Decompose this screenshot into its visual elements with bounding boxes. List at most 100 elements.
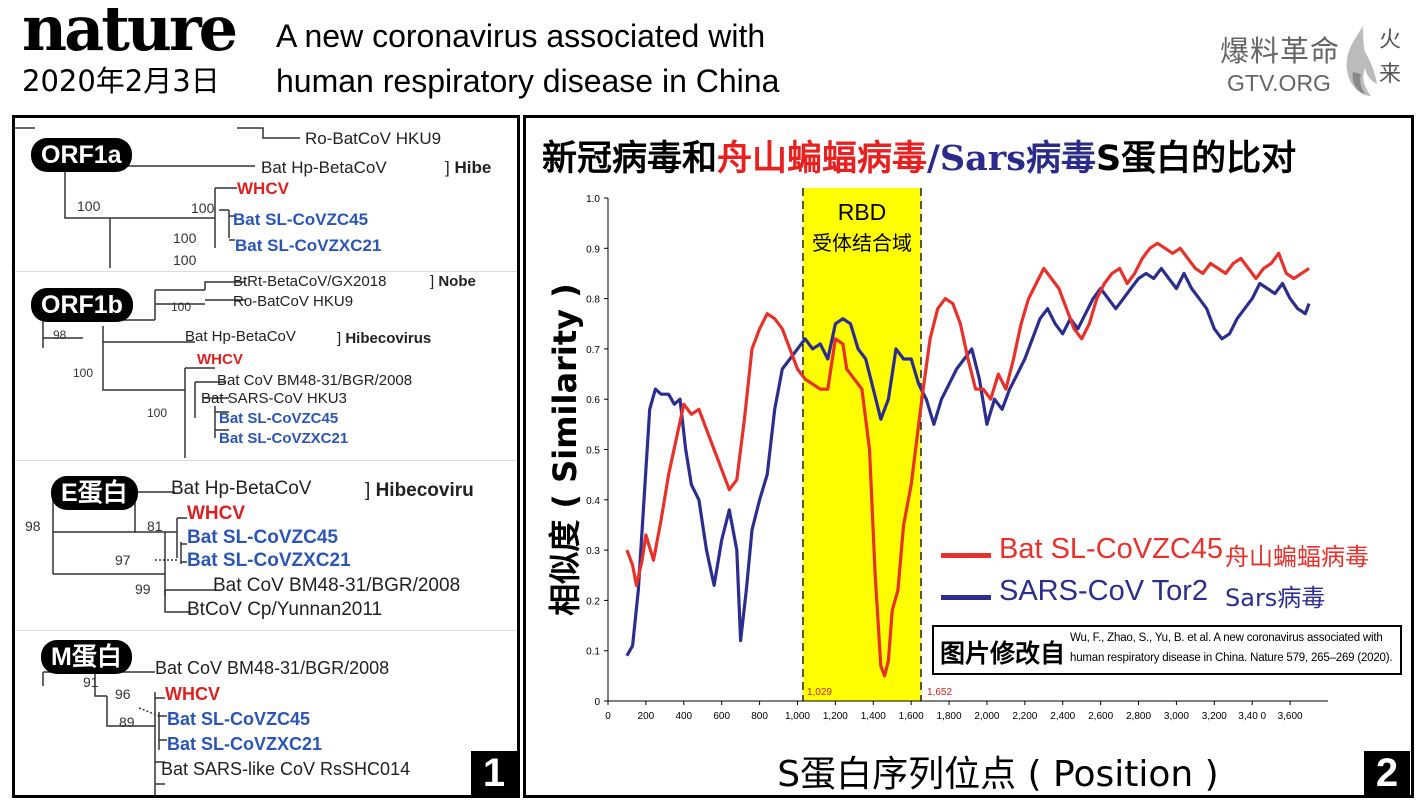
x-tick-label: 2,000 <box>974 711 999 722</box>
x-tick-label: 3,000 <box>1164 711 1189 722</box>
publication-date: 2020年2月3日 <box>22 64 220 98</box>
tree-leaf: Bat CoV BM48-31/BGR/2008 <box>213 575 461 596</box>
watermark-logo: 火来 <box>1335 22 1410 106</box>
tree-leaf-whcv: WHCV <box>165 684 220 704</box>
x-tick-label: 1,600 <box>899 711 924 722</box>
tree-leaf-zxc21: Bat SL-CoVZXC21 <box>219 430 349 447</box>
tree-leaf: Bat Hp-BetaCoV <box>171 478 312 499</box>
tree-leaf: Ro-BatCoV HKU9 <box>305 129 442 148</box>
legend-swatch <box>941 553 991 558</box>
tree-leaf: Bat Hp-BetaCoV <box>261 158 387 177</box>
y-tick-label: 0.9 <box>586 244 600 255</box>
legend-label: Bat SL-CoVZC45 <box>999 533 1224 565</box>
tree-leaf: BtRt-BetaCoV/GX2018 <box>233 273 387 290</box>
x-tick-label: 800 <box>751 711 768 722</box>
x-tick-label: 3,40 0 <box>1238 711 1266 722</box>
bootstrap-value: 100 <box>173 252 197 268</box>
tree-leaf: Bat SARS-like CoV RsSHC014 <box>161 759 411 779</box>
legend-label-cn: 舟山蝙蝠病毒 <box>1225 543 1369 571</box>
tree-leaf: Ro-BatCoV HKU9 <box>233 293 354 310</box>
y-tick-label: 1.0 <box>586 194 600 205</box>
nature-logo: nature <box>22 0 238 65</box>
x-tick-label: 2,800 <box>1126 711 1151 722</box>
chart-title: 新冠病毒和舟山蝙蝠病毒/Sars病毒S蛋白的比对 <box>542 138 1297 179</box>
rbd-end-label: 1,652 <box>927 687 952 698</box>
y-tick-label: 0.7 <box>586 345 600 356</box>
e-protein-badge: E蛋白 <box>51 476 138 510</box>
rbd-start-label: 1,029 <box>807 687 832 698</box>
x-tick-label: 1,800 <box>937 711 962 722</box>
similarity-panel: 新冠病毒和舟山蝙蝠病毒/Sars病毒S蛋白的比对 RBD 受体结合域 1,029 1,… <box>523 115 1414 798</box>
tree-separator <box>15 271 517 272</box>
orf1a-tree: Ro-BatCoV HKU9 Bat Hp-BetaCoV ] Hibe WHC… <box>15 118 517 268</box>
bootstrap-value: 100 <box>191 200 215 216</box>
watermark-text: 爆料革命 <box>1220 34 1341 68</box>
x-tick-label: 3,600 <box>1278 711 1303 722</box>
orf1b-tree: ORF1b BtRt-BetaCoV/GX2018 ] Nobe Ro-BatC… <box>15 273 517 458</box>
tree-leaf-zxc21: Bat SL-CoVZXC21 <box>235 236 382 255</box>
series-line-bat-sl-covzc45 <box>625 241 1310 678</box>
bootstrap-value: 96 <box>115 686 131 702</box>
x-tick-label: 3,200 <box>1202 711 1227 722</box>
bootstrap-value: 99 <box>135 581 151 597</box>
m-protein-tree: M蛋白 Bat CoV BM48-31/BGR/2008 WHCV Bat SL… <box>15 636 517 795</box>
watermark-url: GTV.ORG <box>1227 70 1331 96</box>
bootstrap-value: 100 <box>173 230 197 246</box>
y-axis-label: 相似度 ( Similarity ) <box>546 283 584 615</box>
bootstrap-value: 98 <box>25 518 41 534</box>
m-protein-badge: M蛋白 <box>41 640 132 674</box>
legend-swatch <box>941 595 991 600</box>
tree-leaf-whcv: WHCV <box>187 503 246 524</box>
tree-leaf: Bat SARS-CoV HKU3 <box>201 390 347 407</box>
orf1b-badge: ORF1b <box>31 288 133 322</box>
orf1a-badge: ORF1a <box>31 138 132 172</box>
clade-label: ] Hibe <box>445 158 492 177</box>
panel-number-1: 1 <box>471 751 517 795</box>
bootstrap-value: 89 <box>119 714 135 730</box>
e-protein-tree: E蛋白 Bat Hp-BetaCoV ] Hibecoviru WHCV Bat… <box>15 466 517 628</box>
bootstrap-value: 100 <box>171 300 192 314</box>
y-tick-label: 0.8 <box>586 295 600 306</box>
tree-leaf-whcv: WHCV <box>197 351 243 368</box>
y-tick-label: 0.2 <box>586 596 600 607</box>
bootstrap-value: 100 <box>77 198 101 214</box>
x-tick-label: 2,600 <box>1088 711 1113 722</box>
tree-leaf: Bat CoV BM48-31/BGR/2008 <box>155 658 390 678</box>
similarity-chart: RBD 受体结合域 1,029 1,652 0 0.1 0.2 0.3 0.4 0.5 0.6 0.7… <box>546 188 1328 795</box>
x-tick-label: 2,400 <box>1050 711 1075 722</box>
y-tick-label: 0.3 <box>586 546 600 557</box>
bootstrap-value: 91 <box>83 674 99 690</box>
clade-label: ] Hibecoviru <box>365 480 474 501</box>
clade-label: ] Nobe <box>430 273 476 290</box>
tree-leaf-zc45: Bat SL-CoVZC45 <box>219 410 339 427</box>
y-tick-label: 0.5 <box>586 446 600 457</box>
tree-leaf-zxc21: Bat SL-CoVZXC21 <box>167 734 323 754</box>
y-tick-label: 0 <box>594 697 600 708</box>
source-credit: 图片修改自 Wu, F., Zhao, S., Yu, B. et al. A … <box>932 625 1402 675</box>
credit-label: 图片修改自 <box>940 639 1066 668</box>
tree-leaf-zc45: Bat SL-CoVZC45 <box>233 210 369 229</box>
tree-leaf-whcv: WHCV <box>237 179 289 198</box>
credit-citation-line-1: Wu, F., Zhao, S., Yu, B. et al. A new co… <box>1070 632 1383 644</box>
x-tick-label: 1,400 <box>861 711 886 722</box>
x-tick-label: 2,200 <box>1012 711 1037 722</box>
x-tick-label: 1,200 <box>823 711 848 722</box>
x-tick-label: 600 <box>713 711 730 722</box>
tree-leaf: Bat Hp-BetaCoV <box>185 328 296 345</box>
article-title-line-1: A new coronavirus associated with <box>276 18 766 54</box>
x-axis-label: S蛋白序列位点 ( Position ) <box>777 754 1218 795</box>
bootstrap-value: 100 <box>73 366 94 380</box>
y-tick-label: 0.1 <box>586 647 600 658</box>
orf1b-tree-branches <box>42 281 245 458</box>
article-title-line-2: human respiratory disease in China <box>276 63 780 99</box>
tree-separator <box>15 460 517 461</box>
x-tick-label: 0 <box>605 711 611 722</box>
legend-label-cn: Sars病毒 <box>1225 584 1326 612</box>
y-tick-label: 0.6 <box>586 395 600 406</box>
credit-citation-line-2: human respiratory disease in China. Natu… <box>1070 652 1393 664</box>
rbd-label: RBD <box>838 199 887 225</box>
panel-number-2: 2 <box>1364 751 1410 795</box>
tree-separator <box>15 630 517 631</box>
bootstrap-value: 81 <box>147 518 163 534</box>
x-tick-label: 1,000 <box>785 711 810 722</box>
